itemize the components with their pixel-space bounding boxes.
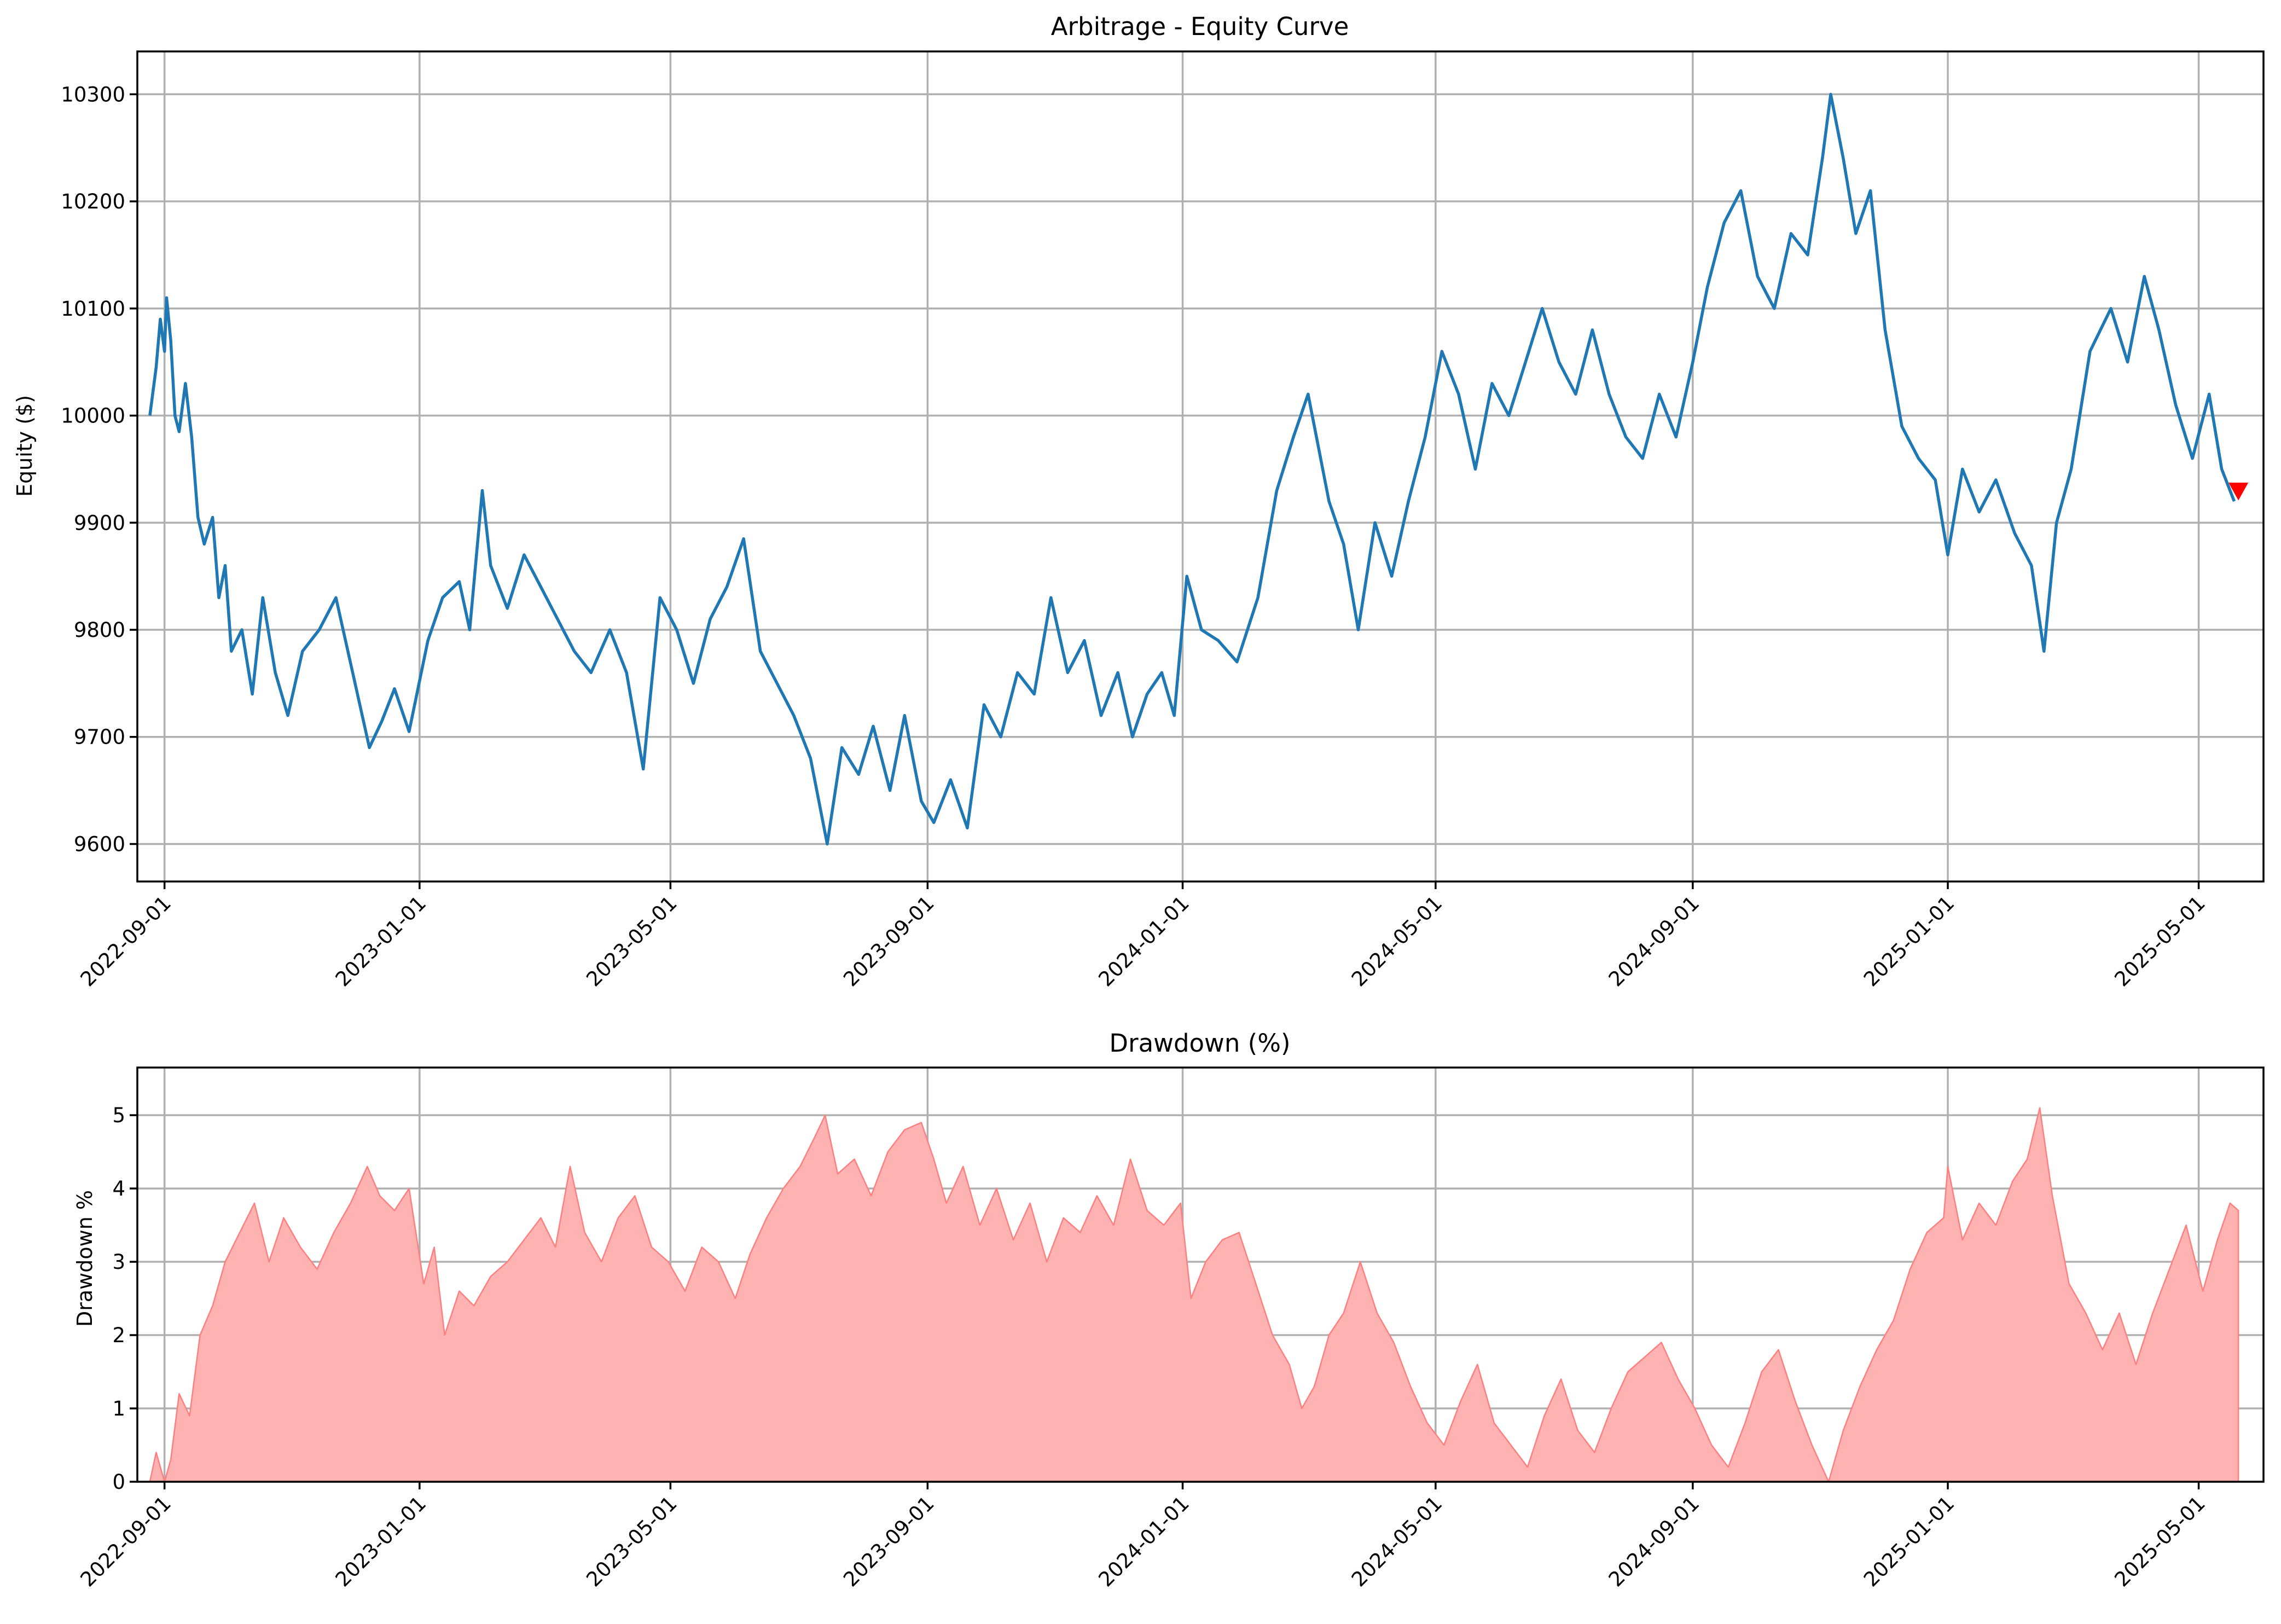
y-tick-label: 3 (112, 1250, 125, 1274)
drawdown-plot-area (149, 1107, 2239, 1483)
drawdown-axes-frame (136, 1066, 2265, 1483)
sell-marker (2228, 483, 2249, 501)
equity-y-axis: 9600 9700 9800 9900 10000 10100 10200 10300 (61, 83, 137, 856)
equity-axes-frame (136, 50, 2265, 883)
y-tick-label: 9700 (74, 726, 125, 749)
equity-plot-area (148, 92, 2249, 846)
equity-y-axis-label: Equity ($) (13, 395, 37, 497)
equity-line (148, 92, 2236, 846)
y-tick-label: 10300 (61, 83, 125, 106)
y-tick-label: 2 (112, 1324, 125, 1347)
drawdown-y-axis: 0 1 2 3 4 5 (112, 1104, 137, 1494)
y-tick-label: 1 (112, 1397, 125, 1420)
y-tick-label: 9600 (74, 832, 125, 856)
y-tick-label: 4 (112, 1177, 125, 1200)
y-tick-label: 10200 (61, 190, 125, 213)
drawdown-y-axis-label: Drawdown % (73, 1190, 97, 1327)
y-tick-label: 9900 (74, 511, 125, 535)
y-tick-label: 9800 (74, 618, 125, 642)
y-tick-label: 10000 (61, 404, 125, 428)
equity-grid (137, 51, 2263, 881)
y-tick-label: 10100 (61, 297, 125, 321)
drawdown-title: Drawdown (%) (1109, 1029, 1290, 1058)
y-tick-label: 5 (112, 1104, 125, 1127)
y-tick-label: 0 (112, 1470, 125, 1494)
drawdown-area (149, 1107, 2239, 1483)
equity-title: Arbitrage - Equity Curve (1051, 12, 1349, 41)
